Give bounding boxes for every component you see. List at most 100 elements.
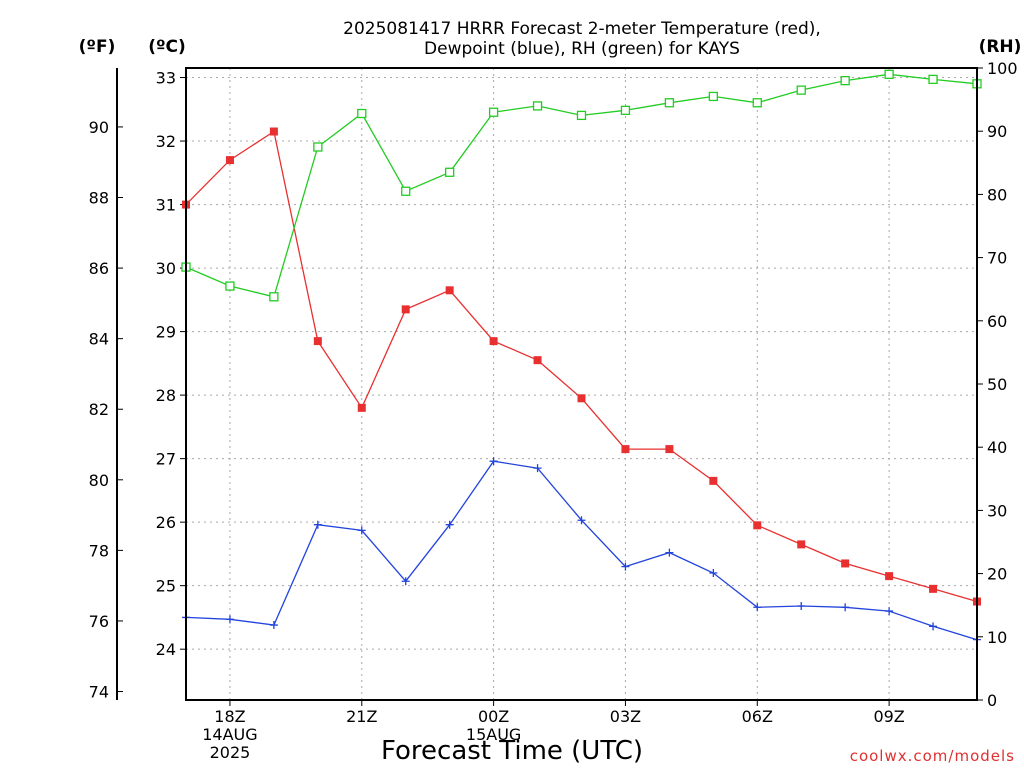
- dewpoint-point: [885, 607, 894, 616]
- time-tick-label: 09Z: [873, 707, 904, 726]
- temperature-point: [621, 445, 630, 454]
- temperature-line: [185, 130, 978, 603]
- dewpoint-point: [841, 603, 850, 612]
- rh-axis: 0 10 20 30 40 50 60 70 80 90 100: [977, 59, 1018, 710]
- temperature-point: [357, 403, 366, 412]
- temperature-point: [533, 356, 542, 365]
- grid-lines: [186, 68, 977, 700]
- temperature-point: [841, 559, 850, 568]
- celsius-tick-label: 31: [156, 196, 176, 215]
- time-tick-label: 06Z: [742, 707, 773, 726]
- rh-tick-label: 70: [987, 249, 1007, 268]
- plot-frame: [185, 67, 978, 701]
- series-dewpoint: [182, 457, 981, 644]
- rh-point: [445, 167, 455, 177]
- dewpoint-point: [401, 577, 410, 586]
- rh-tick-label: 80: [987, 185, 1007, 204]
- rh-tick-label: 100: [987, 59, 1018, 78]
- dewpoint-line: [185, 460, 978, 641]
- rh-point: [840, 75, 850, 86]
- rh-point: [225, 281, 235, 291]
- fahrenheit-tick-label: 86: [89, 259, 109, 278]
- celsius-tick-label: 29: [156, 323, 176, 342]
- rh-point: [269, 292, 279, 302]
- temperature-point: [709, 476, 718, 485]
- rh-tick-label: 40: [987, 438, 1007, 457]
- rh-point: [928, 74, 938, 85]
- rh-point: [796, 85, 806, 95]
- dewpoint-point: [753, 603, 762, 612]
- dewpoint-point: [269, 621, 278, 630]
- rh-tick-label: 20: [987, 565, 1007, 584]
- dewpoint-point: [665, 548, 674, 557]
- rh-point: [576, 110, 587, 121]
- rh-tick-label: 10: [987, 628, 1007, 647]
- dewpoint-point: [929, 622, 938, 631]
- rh-point: [620, 105, 631, 115]
- fahrenheit-tick-label: 80: [89, 471, 109, 490]
- celsius-tick-label: 24: [156, 640, 176, 659]
- fahrenheit-tick-label: 78: [89, 541, 109, 560]
- fahrenheit-tick-label: 76: [89, 612, 109, 631]
- rh-point: [752, 98, 762, 108]
- rh-point: [664, 98, 675, 108]
- dewpoint-point: [489, 457, 498, 466]
- dewpoint-point: [357, 526, 366, 535]
- dewpoint-point: [313, 520, 322, 529]
- time-tick-label: 14AUG: [202, 725, 257, 744]
- fahrenheit-axis: 74 76 78 80 82 84 86 88 90: [89, 118, 123, 702]
- dewpoint-point: [225, 615, 234, 624]
- dewpoint-point: [577, 516, 586, 525]
- celsius-tick-label: 30: [156, 259, 176, 278]
- temperature-point: [445, 286, 454, 295]
- rh-line: [185, 73, 978, 298]
- rh-point: [708, 91, 718, 102]
- rh-tick-label: 50: [987, 375, 1007, 394]
- celsius-tick-label: 27: [156, 450, 176, 469]
- celsius-tick-label: 28: [156, 386, 176, 405]
- dewpoint-point: [709, 568, 718, 577]
- temperature-point: [929, 584, 938, 593]
- rh-point: [401, 186, 411, 196]
- rh-tick-label: 90: [987, 122, 1007, 141]
- temperature-point: [269, 127, 278, 136]
- temperature-point: [577, 394, 586, 403]
- celsius-tick-label: 26: [156, 513, 176, 532]
- rh-unit-label: (RH): [979, 37, 1022, 57]
- chart-title-line2: Dewpoint (blue), RH (green) for KAYS: [424, 39, 740, 59]
- celsius-tick-label: 32: [156, 132, 176, 151]
- time-tick-label: 00Z: [478, 707, 509, 726]
- temperature-point: [753, 521, 762, 530]
- time-tick-label: 2025: [210, 743, 251, 762]
- fahrenheit-tick-label: 74: [89, 683, 109, 702]
- fahrenheit-tick-label: 84: [89, 330, 109, 349]
- celsius-axis: 24 25 26 27 28 29 30 31 32 33: [156, 69, 186, 659]
- rh-point: [884, 69, 894, 79]
- fahrenheit-tick-label: 88: [89, 189, 109, 208]
- credit-label: coolwx.com/models: [850, 747, 1015, 765]
- time-tick-label: 15AUG: [466, 725, 521, 744]
- celsius-tick-label: 25: [156, 577, 176, 596]
- chart-title-line1: 2025081417 HRRR Forecast 2-meter Tempera…: [343, 19, 821, 39]
- series-layer: [181, 69, 982, 644]
- celsius-tick-label: 33: [156, 69, 176, 88]
- temperature-point: [665, 445, 674, 454]
- series-rh: [181, 69, 982, 302]
- fahrenheit-tick-label: 90: [89, 118, 109, 137]
- rh-point: [488, 107, 499, 117]
- time-tick-label: 03Z: [610, 707, 641, 726]
- temperature-point: [225, 156, 234, 165]
- rh-point: [532, 101, 543, 111]
- fahrenheit-tick-label: 82: [89, 400, 109, 419]
- dewpoint-point: [445, 520, 454, 529]
- rh-tick-label: 0: [987, 691, 997, 710]
- temperature-point: [313, 337, 322, 346]
- time-tick-label: 21Z: [346, 707, 377, 726]
- x-axis-label: Forecast Time (UTC): [381, 736, 643, 766]
- time-tick-label: 18Z: [214, 707, 245, 726]
- rh-tick-label: 30: [987, 501, 1007, 520]
- rh-tick-label: 60: [987, 312, 1007, 331]
